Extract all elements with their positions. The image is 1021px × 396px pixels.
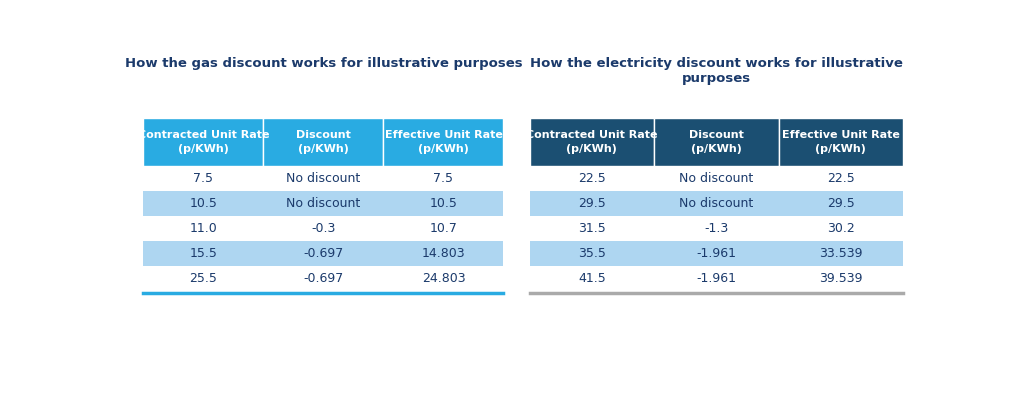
Text: -0.3: -0.3 <box>311 223 336 236</box>
FancyBboxPatch shape <box>654 118 779 166</box>
FancyBboxPatch shape <box>143 267 263 291</box>
Text: 33.539: 33.539 <box>819 248 863 261</box>
Text: 29.5: 29.5 <box>578 198 605 210</box>
Text: 15.5: 15.5 <box>190 248 217 261</box>
FancyBboxPatch shape <box>384 217 503 242</box>
FancyBboxPatch shape <box>654 166 779 191</box>
Text: Discount
(p/KWh): Discount (p/KWh) <box>296 130 351 154</box>
Text: -1.961: -1.961 <box>696 248 736 261</box>
FancyBboxPatch shape <box>654 191 779 217</box>
FancyBboxPatch shape <box>779 191 903 217</box>
Text: No discount: No discount <box>679 172 753 185</box>
Text: 39.539: 39.539 <box>819 272 863 286</box>
Text: 7.5: 7.5 <box>193 172 213 185</box>
FancyBboxPatch shape <box>530 118 654 166</box>
FancyBboxPatch shape <box>530 217 654 242</box>
FancyBboxPatch shape <box>779 118 903 166</box>
Text: -0.697: -0.697 <box>303 248 344 261</box>
FancyBboxPatch shape <box>530 166 654 191</box>
Text: Effective Unit Rate
(p/KWh): Effective Unit Rate (p/KWh) <box>385 130 502 154</box>
FancyBboxPatch shape <box>143 166 263 191</box>
FancyBboxPatch shape <box>143 217 263 242</box>
FancyBboxPatch shape <box>384 191 503 217</box>
FancyBboxPatch shape <box>143 118 263 166</box>
Text: 35.5: 35.5 <box>578 248 605 261</box>
Text: 7.5: 7.5 <box>434 172 453 185</box>
FancyBboxPatch shape <box>263 242 384 267</box>
FancyBboxPatch shape <box>779 242 903 267</box>
FancyBboxPatch shape <box>530 267 654 291</box>
FancyBboxPatch shape <box>263 217 384 242</box>
FancyBboxPatch shape <box>654 217 779 242</box>
Text: No discount: No discount <box>286 198 360 210</box>
Text: How the electricity discount works for illustrative
purposes: How the electricity discount works for i… <box>530 57 903 85</box>
FancyBboxPatch shape <box>263 267 384 291</box>
Text: No discount: No discount <box>286 172 360 185</box>
Text: 30.2: 30.2 <box>827 223 855 236</box>
FancyBboxPatch shape <box>779 166 903 191</box>
FancyBboxPatch shape <box>263 191 384 217</box>
Text: -0.697: -0.697 <box>303 272 344 286</box>
Text: 11.0: 11.0 <box>190 223 217 236</box>
Text: -1.3: -1.3 <box>704 223 728 236</box>
FancyBboxPatch shape <box>143 191 263 217</box>
Text: 10.5: 10.5 <box>190 198 217 210</box>
Text: 22.5: 22.5 <box>827 172 855 185</box>
Text: Contracted Unit Rate
(p/KWh): Contracted Unit Rate (p/KWh) <box>138 130 270 154</box>
Text: No discount: No discount <box>679 198 753 210</box>
Text: 24.803: 24.803 <box>422 272 466 286</box>
Text: 10.7: 10.7 <box>430 223 457 236</box>
Text: 22.5: 22.5 <box>578 172 605 185</box>
FancyBboxPatch shape <box>779 267 903 291</box>
FancyBboxPatch shape <box>384 267 503 291</box>
Text: Discount
(p/KWh): Discount (p/KWh) <box>689 130 743 154</box>
Text: 14.803: 14.803 <box>422 248 466 261</box>
FancyBboxPatch shape <box>384 118 503 166</box>
FancyBboxPatch shape <box>530 242 654 267</box>
Text: 31.5: 31.5 <box>578 223 605 236</box>
FancyBboxPatch shape <box>384 166 503 191</box>
Text: 29.5: 29.5 <box>827 198 855 210</box>
Text: 41.5: 41.5 <box>578 272 605 286</box>
FancyBboxPatch shape <box>263 118 384 166</box>
Text: 25.5: 25.5 <box>190 272 217 286</box>
Text: Contracted Unit Rate
(p/KWh): Contracted Unit Rate (p/KWh) <box>526 130 658 154</box>
FancyBboxPatch shape <box>779 217 903 242</box>
FancyBboxPatch shape <box>384 242 503 267</box>
Text: Effective Unit Rate
(p/KWh): Effective Unit Rate (p/KWh) <box>782 130 900 154</box>
FancyBboxPatch shape <box>530 191 654 217</box>
Text: 10.5: 10.5 <box>430 198 457 210</box>
FancyBboxPatch shape <box>143 242 263 267</box>
FancyBboxPatch shape <box>654 242 779 267</box>
Text: -1.961: -1.961 <box>696 272 736 286</box>
Text: How the gas discount works for illustrative purposes: How the gas discount works for illustrat… <box>125 57 523 70</box>
FancyBboxPatch shape <box>654 267 779 291</box>
FancyBboxPatch shape <box>263 166 384 191</box>
